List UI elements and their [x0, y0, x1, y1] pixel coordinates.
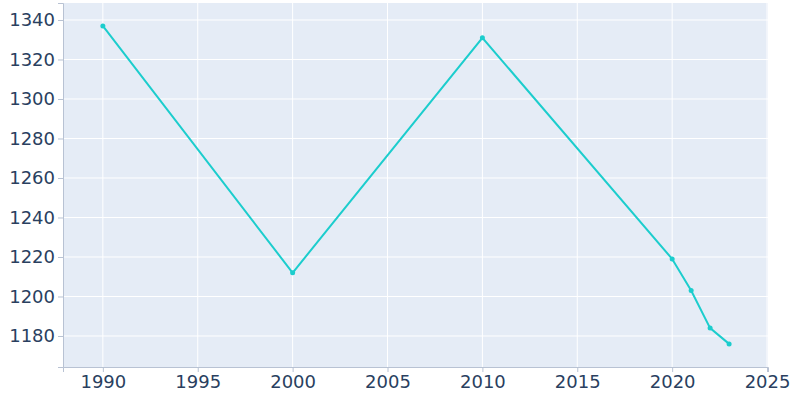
marker: [100, 23, 105, 28]
grid-line: [63, 296, 768, 297]
tick-label: 1260: [9, 167, 55, 188]
tick: 1220: [9, 246, 63, 267]
tick-label: 1340: [9, 9, 55, 30]
tick: 1180: [9, 325, 63, 346]
grid-line: [292, 3, 293, 367]
tick-mark: [58, 217, 63, 218]
tick: 1320: [9, 49, 63, 70]
tick: 1990: [80, 367, 126, 392]
tick: 1240: [9, 207, 63, 228]
tick-mark: [58, 59, 63, 60]
tick-mark: [58, 99, 63, 100]
tick-mark: [58, 138, 63, 139]
grid-line: [63, 138, 768, 139]
grid-line: [63, 19, 768, 20]
series: [100, 23, 731, 346]
tick-label: 2010: [460, 371, 506, 392]
grid-line: [387, 3, 388, 367]
grid-line: [672, 3, 673, 367]
tick-label: 2005: [365, 371, 411, 392]
grid-line: [482, 3, 483, 367]
marker: [670, 256, 675, 261]
tick-mark: [58, 257, 63, 258]
x-axis: 1990 1995 2000 2005 2010 2015 2020 2025: [64, 367, 791, 392]
grid-line: [63, 59, 768, 60]
tick: 2015: [555, 367, 601, 392]
tick-label: 1990: [80, 371, 126, 392]
tick-label: 1180: [9, 325, 55, 346]
grid-line: [767, 3, 768, 367]
tick-label: 1220: [9, 246, 55, 267]
tick: 1260: [9, 167, 63, 188]
tick-mark: [58, 20, 63, 21]
tick-mark: [58, 296, 63, 297]
tick-label: 2000: [270, 371, 316, 392]
plot-background: [63, 3, 768, 367]
tick: 1300: [9, 88, 63, 109]
marker: [727, 341, 732, 346]
marker: [689, 288, 694, 293]
grid-line: [63, 98, 768, 99]
tick: 1200: [9, 286, 63, 307]
tick-label: 1995: [175, 371, 221, 392]
tick: 1280: [9, 128, 63, 149]
grid-line: [63, 217, 768, 218]
tick: 2000: [270, 367, 316, 392]
grid-line: [102, 3, 103, 367]
tick-label: 2025: [745, 371, 791, 392]
grid-line: [63, 177, 768, 178]
line: [103, 26, 729, 344]
chart: 1990 1995 2000 2005 2010 2015 2020 2025 1180 1200…: [0, 0, 800, 400]
tick: 2010: [460, 367, 506, 392]
marker: [480, 35, 485, 40]
tick: 2025: [745, 367, 791, 392]
marker: [290, 270, 295, 275]
tick-label: 1240: [9, 207, 55, 228]
grid-line: [63, 256, 768, 257]
y-axis-line: [58, 4, 64, 368]
tick-label: 2015: [555, 371, 601, 392]
tick-label: 1300: [9, 88, 55, 109]
marker: [708, 326, 713, 331]
tick: 2020: [650, 367, 696, 392]
grid-line: [197, 3, 198, 367]
plot: 1990 1995 2000 2005 2010 2015 2020 2025 1180 1200…: [9, 3, 790, 392]
tick-label: 1280: [9, 128, 55, 149]
grid-line: [577, 3, 578, 367]
tick-label: 1200: [9, 286, 55, 307]
tick-label: 2020: [650, 371, 696, 392]
tick-mark: [58, 178, 63, 179]
grid-line: [63, 335, 768, 336]
tick-mark: [58, 336, 63, 337]
grid: [63, 3, 768, 367]
tick: 2005: [365, 367, 411, 392]
tick-label: 1320: [9, 49, 55, 70]
tick: 1340: [9, 9, 63, 30]
tick: 1995: [175, 367, 221, 392]
y-axis: 1180 1200 1220 1240 1260 1280 1300 1320 1340: [9, 4, 63, 368]
